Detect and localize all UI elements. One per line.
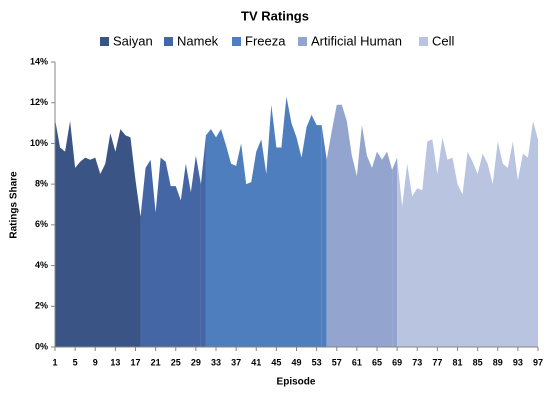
legend-label: Saiyan xyxy=(113,33,153,48)
x-tick-label: 65 xyxy=(372,357,382,367)
x-tick-label: 41 xyxy=(251,357,261,367)
x-tick-label: 25 xyxy=(171,357,181,367)
x-tick-label: 69 xyxy=(392,357,402,367)
x-tick-label: 81 xyxy=(452,357,462,367)
legend-swatch xyxy=(232,37,241,46)
y-tick-label: 2% xyxy=(35,301,48,311)
area xyxy=(55,119,136,347)
area-connector xyxy=(135,180,141,347)
legend-swatch xyxy=(164,37,173,46)
legend-swatch xyxy=(419,37,428,46)
chart-title: TV Ratings xyxy=(241,8,309,23)
y-tick-label: 6% xyxy=(35,219,48,229)
legend-label: Artificial Human xyxy=(311,33,402,48)
x-tick-label: 29 xyxy=(191,357,201,367)
legend-label: Cell xyxy=(432,33,455,48)
x-tick-label: 61 xyxy=(352,357,362,367)
y-tick-label: 0% xyxy=(35,341,48,351)
x-tick-label: 37 xyxy=(231,357,241,367)
y-tick-label: 12% xyxy=(30,97,48,107)
x-tick-label: 49 xyxy=(291,357,301,367)
x-tick-label: 33 xyxy=(211,357,221,367)
y-axis-title: Ratings Share xyxy=(9,171,20,239)
legend-swatch xyxy=(100,37,109,46)
x-tick-label: 77 xyxy=(432,357,442,367)
y-tick-label: 8% xyxy=(35,179,48,189)
x-tick-label: 17 xyxy=(130,357,140,367)
x-tick-label: 53 xyxy=(312,357,322,367)
area xyxy=(326,104,393,347)
area xyxy=(205,96,322,347)
x-tick-label: 89 xyxy=(493,357,503,367)
x-tick-label: 73 xyxy=(412,357,422,367)
area xyxy=(397,121,538,348)
y-tick-label: 14% xyxy=(30,56,48,66)
area-connector xyxy=(200,135,206,347)
area xyxy=(140,155,201,347)
x-tick-label: 45 xyxy=(271,357,281,367)
x-tick-label: 85 xyxy=(473,357,483,367)
x-tick-label: 1 xyxy=(52,357,57,367)
x-tick-label: 13 xyxy=(110,357,120,367)
legend-swatch xyxy=(298,37,307,46)
legend-label: Freeza xyxy=(245,33,286,48)
x-tick-label: 21 xyxy=(151,357,161,367)
x-tick-label: 57 xyxy=(332,357,342,367)
area-connector xyxy=(392,157,398,347)
x-axis-title: Episode xyxy=(277,377,316,388)
y-tick-label: 10% xyxy=(30,138,48,148)
y-tick-label: 4% xyxy=(35,260,48,270)
x-tick-label: 9 xyxy=(93,357,98,367)
x-tick-label: 5 xyxy=(73,357,78,367)
x-tick-label: 93 xyxy=(513,357,523,367)
x-tick-label: 97 xyxy=(533,357,543,367)
area-connector xyxy=(321,125,327,347)
legend-label: Namek xyxy=(177,33,219,48)
